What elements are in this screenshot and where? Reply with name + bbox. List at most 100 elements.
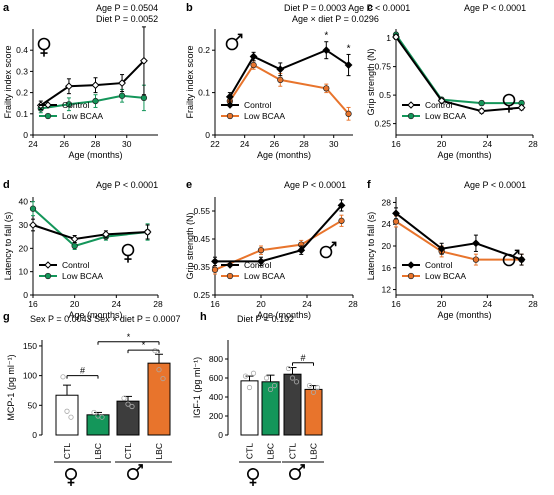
y-axis-label: IGF-1 (pg ml⁻¹) xyxy=(192,357,202,418)
series-line xyxy=(214,219,343,271)
panel-f: f Age P < 0.0001 16 20 24 28 12 16 20 24 28 Age (mo… xyxy=(366,179,538,320)
data-point xyxy=(121,395,127,401)
y-tick-label: 150 xyxy=(23,341,37,351)
significance-star: * xyxy=(347,43,351,54)
x-tick-label: 26 xyxy=(270,139,280,149)
data-point xyxy=(129,403,135,410)
y-tick-label: 30 xyxy=(19,220,29,230)
y-tick-label: 0.45 xyxy=(193,234,210,244)
data-point xyxy=(392,209,400,218)
y-tick-label: 0 xyxy=(23,130,28,140)
series-control xyxy=(392,207,526,266)
panel-label: f xyxy=(367,179,371,191)
data-point xyxy=(392,33,400,41)
y-tick-label: 1 xyxy=(386,33,391,43)
data-point xyxy=(257,247,265,254)
female-symbol-ring xyxy=(121,243,135,257)
data-point xyxy=(285,365,292,372)
x-tick-label: 24 xyxy=(28,139,38,149)
y-tick-label: 16 xyxy=(382,263,392,273)
data-point xyxy=(64,408,70,414)
y-tick-label: 0.25 xyxy=(193,290,210,300)
panel-label: d xyxy=(3,179,10,191)
category-label: CTL xyxy=(288,443,298,459)
x-tick-label: 30 xyxy=(122,139,132,149)
legend-label: Low BCAA xyxy=(425,111,466,121)
y-axis-label: MCP-1 (pg ml⁻¹) xyxy=(6,354,16,420)
panel-label: c xyxy=(367,2,373,14)
legend-marker xyxy=(226,272,234,280)
sex-symbol-male xyxy=(319,241,337,259)
stats-text: Diet P = 0.0003 Age P < 0.0001 xyxy=(284,3,410,13)
significance-mark: * xyxy=(142,340,146,350)
y-axis-label: Grip strength (N) xyxy=(185,212,195,279)
series-line xyxy=(40,60,145,107)
series-control xyxy=(211,199,346,267)
data-point xyxy=(437,244,446,253)
data-point xyxy=(91,81,100,90)
series-line xyxy=(395,34,522,105)
male-symbol-arrow xyxy=(512,249,520,257)
panel-e: e Age P < 0.0001 16 20 24 28 0.25 0.35 0.45 0.55 A… xyxy=(185,179,358,320)
data-point xyxy=(250,61,257,69)
legend-label: Low BCAA xyxy=(62,271,103,281)
y-tick-label: 600 xyxy=(209,373,223,383)
data-point xyxy=(92,97,99,105)
data-point xyxy=(263,375,270,381)
male-symbol-arrowhead xyxy=(237,33,243,39)
legend-marker xyxy=(44,101,52,109)
y-tick-label: 0 xyxy=(218,430,223,440)
male-symbol-arrow xyxy=(329,241,337,249)
sex-symbol-male xyxy=(288,464,305,480)
legend-label: Low BCAA xyxy=(425,271,466,281)
y-tick-label: 28 xyxy=(382,197,392,207)
data-point xyxy=(70,235,79,243)
data-point xyxy=(140,56,148,65)
male-symbol-ring xyxy=(288,467,301,480)
y-tick-label: 20 xyxy=(19,243,29,253)
stats-text: Sex P = 0.0043 Sex × diet P = 0.0007 xyxy=(30,314,181,324)
y-tick-label: 200 xyxy=(209,411,223,421)
x-tick-label: 22 xyxy=(210,139,220,149)
x-tick-label: 24 xyxy=(483,139,493,149)
data-point xyxy=(277,76,284,84)
male-symbol-ring xyxy=(127,467,140,480)
data-point xyxy=(242,373,249,379)
x-axis-label: Age (months) xyxy=(68,310,122,320)
data-point xyxy=(338,217,345,224)
stats-text: Age P = 0.0504 xyxy=(96,3,158,13)
panel-c: c Age P < 0.0001 16 20 24 28 0.25 0.5 0.75 1 Age (… xyxy=(366,2,538,160)
panel-h: h Diet P = 0.192 0 200 400 600 800 IGF-1 (pg ml… xyxy=(192,311,324,486)
data-point xyxy=(60,374,66,380)
y-axis-label: Grip strength (N) xyxy=(366,48,376,115)
x-tick-label: 20 xyxy=(256,299,266,309)
data-point xyxy=(118,92,126,99)
category-label: LBC xyxy=(309,443,319,460)
stats-text: Diet P = 0.0052 xyxy=(96,14,158,24)
y-tick-label: 100 xyxy=(23,371,37,381)
y-axis-label: Frailty index score xyxy=(3,45,13,118)
data-point xyxy=(140,94,148,102)
sex-symbol-female xyxy=(65,467,78,486)
y-tick-label: 10 xyxy=(19,267,29,277)
x-tick-label: 16 xyxy=(391,299,401,309)
data-point xyxy=(225,92,234,101)
y-tick-label: 0.25 xyxy=(374,119,391,129)
significance-mark: # xyxy=(80,366,85,376)
y-tick-label: 12 xyxy=(382,285,392,295)
series-green xyxy=(392,31,525,107)
data-point xyxy=(65,82,73,91)
category-label: CTL xyxy=(123,443,133,459)
x-tick-label: 28 xyxy=(528,139,538,149)
x-tick-label: 20 xyxy=(437,299,447,309)
sex-symbol-female xyxy=(37,37,51,57)
series-line xyxy=(395,220,522,261)
data-point xyxy=(152,348,158,354)
female-symbol-ring xyxy=(65,467,78,480)
data-point xyxy=(337,201,346,210)
data-point xyxy=(345,110,352,117)
x-tick-label: 16 xyxy=(28,299,38,309)
series-line xyxy=(40,94,145,110)
